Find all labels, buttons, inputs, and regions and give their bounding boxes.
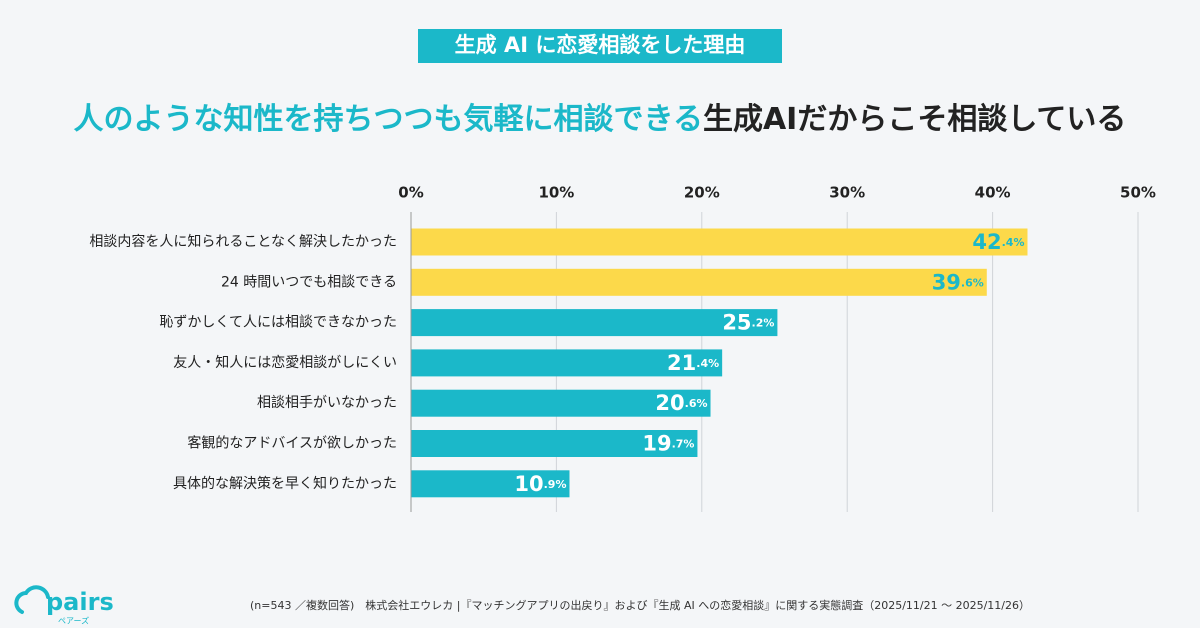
category-label: 恥ずかしくて人には相談できなかった — [159, 315, 397, 331]
title: 生成 AI に恋愛相談をした理由 — [455, 33, 746, 57]
category-label: 相談相手がいなかった — [257, 395, 397, 411]
headline-rest: 生成AIだからこそ相談している — [703, 102, 1126, 137]
value-label: 25.2% — [722, 311, 774, 335]
category-label: 具体的な解決策を早く知りたかった — [173, 475, 397, 492]
category-label: 客観的なアドバイスが欲しかった — [187, 435, 397, 452]
value-label: 20.6% — [655, 391, 707, 415]
headline-highlight: 人のような知性を持ちつつも気軽に相談できる — [74, 102, 703, 137]
value-label: 21.4% — [667, 351, 719, 375]
category-label: 24 時間いつでも相談できる — [221, 274, 397, 290]
bar — [411, 470, 570, 498]
bar — [411, 389, 711, 417]
x-tick-label: 30% — [829, 184, 865, 202]
headline: 人のような知性を持ちつつも気軽に相談できる生成AIだからこそ相談している — [74, 102, 1127, 137]
x-tick-label: 50% — [1120, 184, 1156, 202]
value-label: 19.7% — [642, 432, 694, 456]
value-label: 42.4% — [972, 230, 1024, 254]
value-label: 10.9% — [514, 472, 566, 496]
bar — [411, 309, 778, 337]
x-tick-label: 10% — [538, 184, 574, 202]
bar — [411, 228, 1028, 256]
x-tick-label: 0% — [398, 184, 423, 202]
bar — [411, 349, 723, 377]
title-box — [418, 29, 782, 63]
value-label: 39.6% — [932, 270, 984, 294]
bar — [411, 268, 987, 296]
x-tick-label: 20% — [684, 184, 720, 202]
bar — [411, 430, 698, 457]
x-tick-label: 40% — [975, 184, 1011, 202]
logo-icon — [14, 585, 50, 614]
category-label: 相談内容を人に知られることなく解決したかった — [89, 233, 397, 250]
footer: (n=543 ／複数回答) 株式会社エウレカ |『マッチングアプリの出戻り』およ… — [250, 598, 1030, 612]
logo-name: pairs — [46, 588, 114, 616]
category-label: 友人・知人には恋愛相談がしにくい — [173, 354, 397, 371]
logo-reading: ペアーズ — [58, 616, 89, 626]
